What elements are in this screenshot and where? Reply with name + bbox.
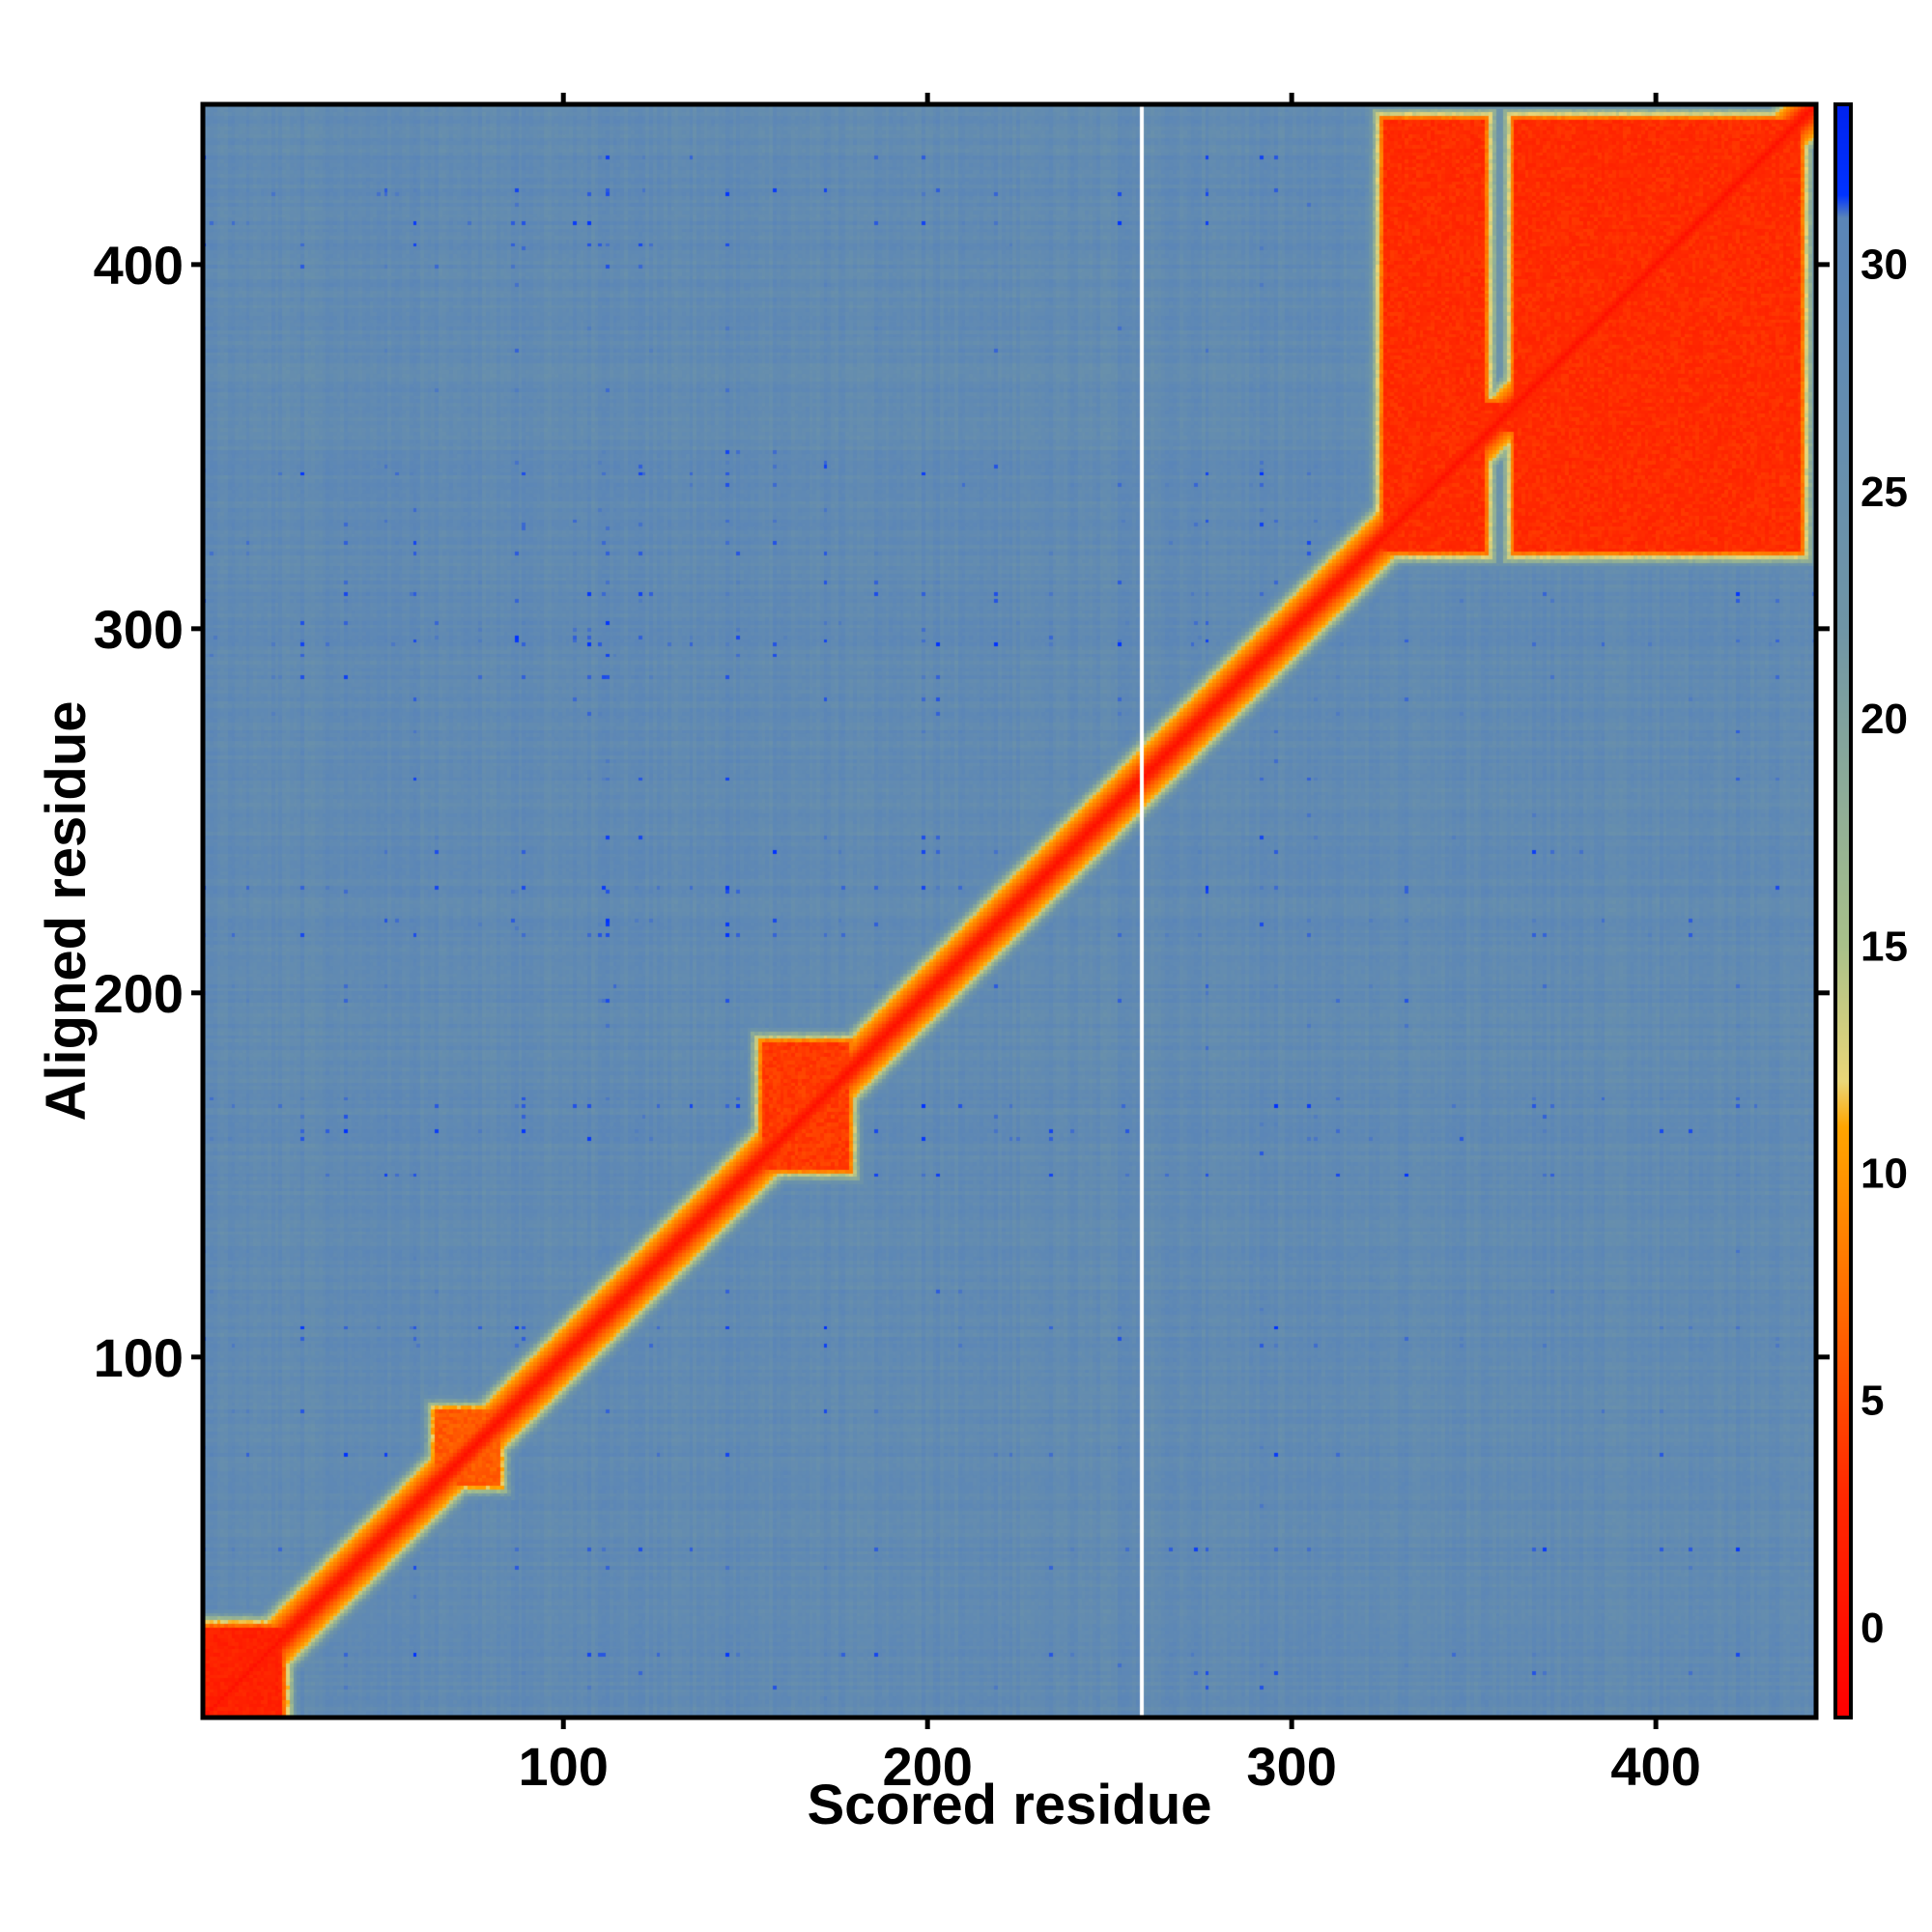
x-tick-label-300: 300 (1246, 1736, 1336, 1797)
x-tick-label-100: 100 (518, 1736, 608, 1797)
colorbar-axis: 0 5 10 15 20 25 30 (1861, 242, 1908, 1652)
plot-frame (200, 101, 1819, 1720)
y-tick-label-400: 400 (94, 235, 184, 296)
x-tick-label-400: 400 (1610, 1736, 1700, 1797)
x-axis: 100 200 300 400 (518, 93, 1701, 1797)
colorbar-tick-label-0: 0 (1861, 1605, 1884, 1652)
colorbar-tick-label-5: 5 (1861, 1378, 1884, 1425)
y-tick-label-200: 200 (94, 963, 184, 1024)
colorbar-tick-label-15: 15 (1861, 923, 1908, 970)
colorbar-tick-label-30: 30 (1861, 242, 1908, 289)
y-axis: 100 200 300 400 (94, 235, 1830, 1388)
colorbar-tick-label-20: 20 (1861, 696, 1908, 743)
y-tick-label-100: 100 (94, 1327, 184, 1388)
y-tick-label-300: 300 (94, 599, 184, 660)
x-tick-label-200: 200 (882, 1736, 972, 1797)
colorbar-tick-label-25: 25 (1861, 469, 1908, 516)
colorbar (1833, 102, 1853, 1719)
x-axis-title: Scored residue (807, 1774, 1211, 1836)
heatmap-area (203, 104, 1816, 1718)
y-axis-title: Aligned residue (35, 700, 98, 1121)
colorbar-tick-label-10: 10 (1861, 1150, 1908, 1197)
heatmap-canvas (203, 104, 1816, 1718)
